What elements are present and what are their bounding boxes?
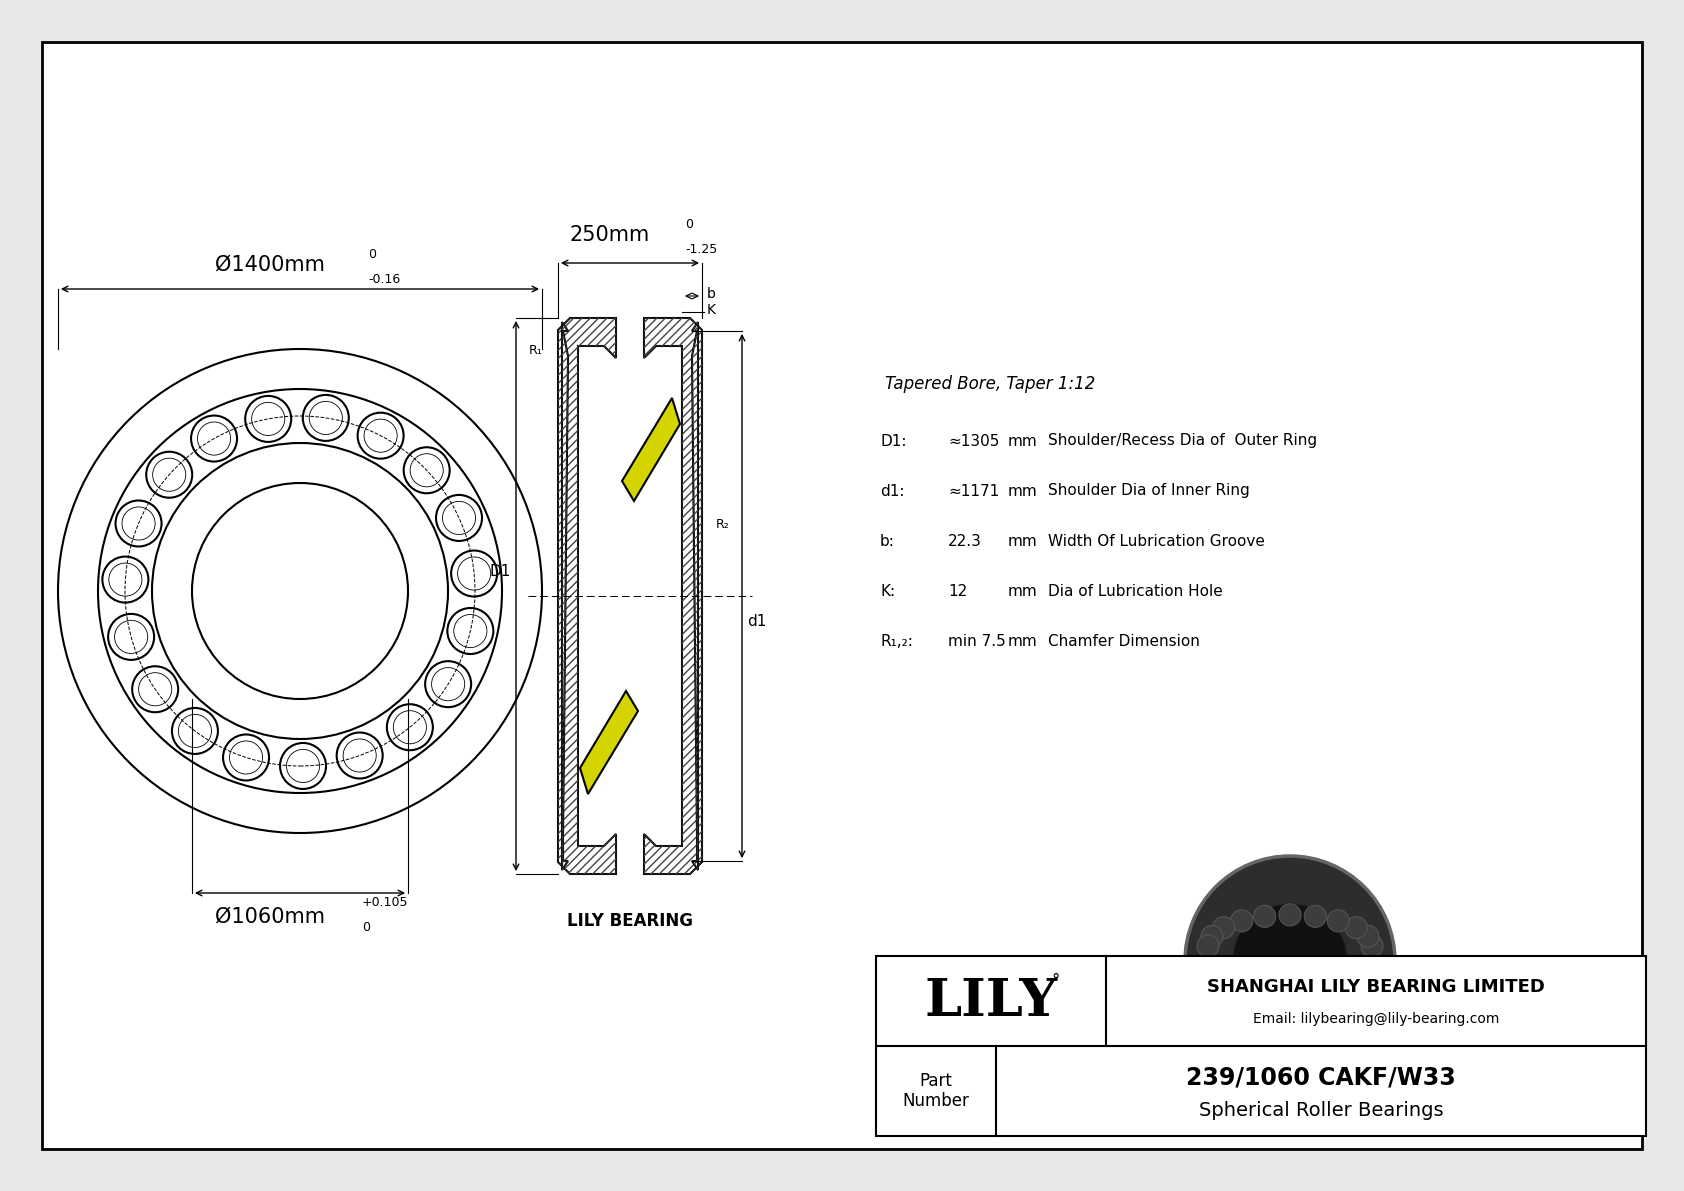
Text: Ø1060mm: Ø1060mm xyxy=(216,908,325,927)
Text: 250mm: 250mm xyxy=(569,225,650,245)
Text: Tapered Bore, Taper 1:12: Tapered Bore, Taper 1:12 xyxy=(884,375,1095,393)
Circle shape xyxy=(1201,925,1223,947)
Text: min 7.5: min 7.5 xyxy=(948,634,1005,649)
Text: Ø1400mm: Ø1400mm xyxy=(216,255,325,275)
Circle shape xyxy=(1231,910,1253,931)
Text: Shoulder Dia of Inner Ring: Shoulder Dia of Inner Ring xyxy=(1047,484,1250,499)
Circle shape xyxy=(1361,935,1383,958)
Text: D1:: D1: xyxy=(881,434,906,449)
Text: d1:: d1: xyxy=(881,484,904,499)
Text: mm: mm xyxy=(1009,484,1037,499)
Text: ≈1171: ≈1171 xyxy=(948,484,999,499)
Text: mm: mm xyxy=(1009,634,1037,649)
Text: LILY BEARING: LILY BEARING xyxy=(568,912,694,930)
Polygon shape xyxy=(643,318,702,874)
Text: mm: mm xyxy=(1009,534,1037,549)
Circle shape xyxy=(1357,925,1379,947)
Text: +0.105: +0.105 xyxy=(362,896,409,909)
Circle shape xyxy=(1346,917,1367,939)
Polygon shape xyxy=(692,322,697,869)
Text: R₂: R₂ xyxy=(716,518,729,530)
Text: 0: 0 xyxy=(369,248,376,261)
Text: mm: mm xyxy=(1009,584,1037,599)
Polygon shape xyxy=(557,318,616,874)
Text: 239/1060 CAKF/W33: 239/1060 CAKF/W33 xyxy=(1186,1066,1457,1090)
Text: Dia of Lubrication Hole: Dia of Lubrication Hole xyxy=(1047,584,1223,599)
Text: K: K xyxy=(707,303,716,317)
Text: 0: 0 xyxy=(685,218,694,231)
Circle shape xyxy=(1186,856,1394,1066)
Text: R₁: R₁ xyxy=(529,343,542,356)
Circle shape xyxy=(1280,904,1302,925)
Text: d1: d1 xyxy=(748,613,766,629)
Text: K:: K: xyxy=(881,584,896,599)
Text: b: b xyxy=(707,287,716,301)
Text: Email: lilybearing@lily-bearing.com: Email: lilybearing@lily-bearing.com xyxy=(1253,1012,1499,1025)
Text: 0: 0 xyxy=(362,921,370,934)
Text: R₁,₂:: R₁,₂: xyxy=(881,634,913,649)
Text: Spherical Roller Bearings: Spherical Roller Bearings xyxy=(1199,1102,1443,1121)
Text: Shoulder/Recess Dia of  Outer Ring: Shoulder/Recess Dia of Outer Ring xyxy=(1047,434,1317,449)
Text: D1: D1 xyxy=(490,563,510,579)
Circle shape xyxy=(1327,910,1349,931)
Text: °: ° xyxy=(1051,972,1059,990)
Text: 12: 12 xyxy=(948,584,967,599)
Circle shape xyxy=(1233,903,1347,1019)
Text: mm: mm xyxy=(1009,434,1037,449)
Circle shape xyxy=(1212,917,1234,939)
Circle shape xyxy=(1197,935,1219,958)
Text: -1.25: -1.25 xyxy=(685,243,717,256)
Text: b:: b: xyxy=(881,534,894,549)
Text: Part
Number: Part Number xyxy=(903,1072,970,1110)
Text: LILY: LILY xyxy=(925,975,1058,1027)
Circle shape xyxy=(1253,905,1276,928)
Bar xyxy=(876,956,1645,1136)
Polygon shape xyxy=(562,322,568,869)
Polygon shape xyxy=(621,398,680,501)
Text: Chamfer Dimension: Chamfer Dimension xyxy=(1047,634,1201,649)
Circle shape xyxy=(1305,905,1327,928)
Text: ≈1305: ≈1305 xyxy=(948,434,999,449)
Polygon shape xyxy=(579,691,638,794)
Text: Width Of Lubrication Groove: Width Of Lubrication Groove xyxy=(1047,534,1265,549)
Text: -0.16: -0.16 xyxy=(369,273,401,286)
Text: 22.3: 22.3 xyxy=(948,534,982,549)
Text: SHANGHAI LILY BEARING LIMITED: SHANGHAI LILY BEARING LIMITED xyxy=(1207,979,1544,997)
